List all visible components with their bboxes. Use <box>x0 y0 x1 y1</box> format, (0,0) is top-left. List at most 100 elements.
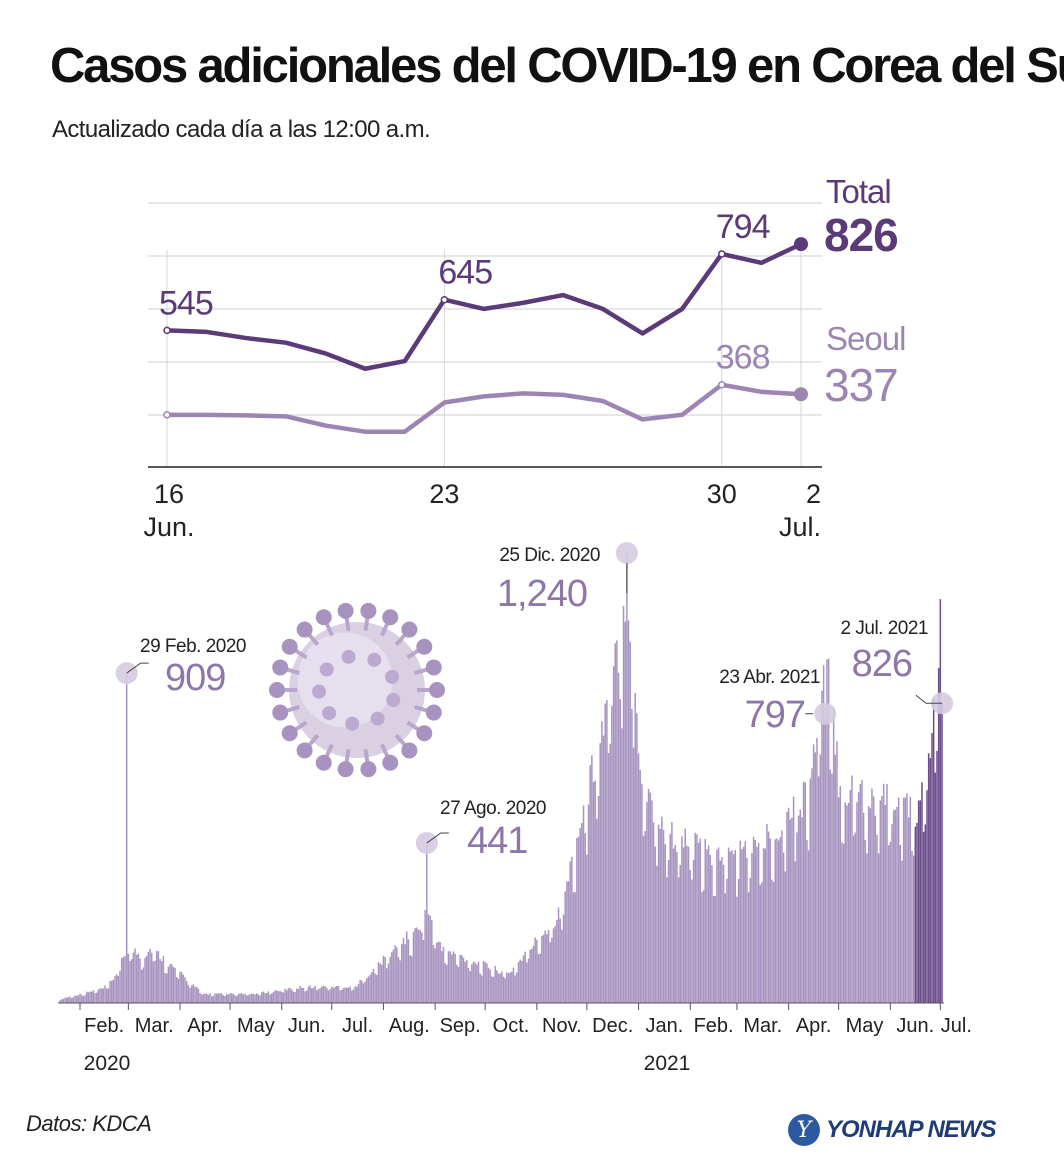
daily-bar <box>577 836 580 1003</box>
daily-bar <box>671 822 673 1003</box>
virus-spike <box>324 743 334 759</box>
point-label: 645 <box>438 254 492 292</box>
daily-bar <box>269 994 271 1003</box>
virus-spike <box>380 743 390 759</box>
daily-bar <box>701 892 703 1003</box>
daily-bar <box>799 809 802 1003</box>
daily-bar <box>224 995 226 1003</box>
daily-bar <box>612 666 615 1003</box>
daily-bar <box>332 987 335 1003</box>
daily-bar <box>926 790 928 1003</box>
annotation-value: 797 <box>745 694 805 736</box>
daily-bar <box>521 960 523 1003</box>
daily-bar <box>194 986 196 1003</box>
virus-spike <box>324 621 334 637</box>
virus-spot <box>345 716 360 731</box>
daily-bar <box>89 991 91 1003</box>
daily-bar <box>697 842 700 1003</box>
peak-marker <box>814 702 837 725</box>
daily-bar <box>122 957 125 1003</box>
point-marker <box>440 295 449 304</box>
point-label: 368 <box>716 339 770 377</box>
daily-bar <box>559 918 561 1003</box>
daily-bar <box>396 947 398 1003</box>
daily-bar <box>864 839 867 1003</box>
daily-bar <box>606 700 608 1003</box>
daily-bar <box>351 990 353 1003</box>
daily-bar <box>841 842 843 1003</box>
daily-bar <box>312 988 315 1003</box>
daily-bar <box>667 860 670 1003</box>
daily-bar <box>761 882 763 1003</box>
daily-bar <box>792 796 795 1003</box>
virus-spike-tip <box>337 602 354 619</box>
daily-bar <box>699 838 701 1003</box>
x-tick-label: Jul. <box>779 512 821 542</box>
point-marker <box>163 411 171 419</box>
daily-bar <box>514 975 516 1003</box>
daily-bar <box>689 870 691 1003</box>
daily-bar <box>277 991 280 1003</box>
daily-bar <box>439 941 441 1003</box>
daily-bar <box>537 954 540 1003</box>
daily-bar <box>696 834 698 1003</box>
daily-bar <box>837 797 840 1003</box>
daily-bar <box>442 946 445 1003</box>
daily-bar <box>702 890 705 1003</box>
daily-bar <box>402 937 405 1003</box>
daily-bar <box>896 806 898 1003</box>
month-label: Jul. <box>941 1015 972 1037</box>
daily-bar <box>886 784 888 1003</box>
daily-bar <box>751 853 753 1003</box>
daily-bar <box>160 961 163 1003</box>
virus-spike <box>394 734 407 748</box>
daily-bar <box>165 973 168 1003</box>
daily-bar <box>185 980 188 1003</box>
daily-bar <box>169 963 171 1003</box>
daily-bar <box>597 795 600 1003</box>
daily-bar <box>235 996 238 1003</box>
daily-bar <box>436 942 438 1003</box>
daily-bar <box>806 839 808 1003</box>
daily-bar <box>389 956 391 1003</box>
daily-bar <box>844 802 847 1003</box>
daily-bar <box>447 951 450 1003</box>
daily-bar <box>282 992 285 1003</box>
daily-bar <box>637 753 640 1003</box>
daily-bar <box>599 743 601 1003</box>
daily-bar <box>379 963 381 1003</box>
daily-bar <box>562 914 565 1003</box>
daily-bar <box>759 884 762 1003</box>
daily-bar <box>802 781 805 1003</box>
daily-bar <box>454 953 456 1003</box>
daily-bar <box>255 993 258 1003</box>
daily-bar <box>839 785 842 1003</box>
daily-bar <box>421 932 423 1003</box>
daily-bar <box>826 659 828 1003</box>
daily-bar <box>427 914 430 1003</box>
daily-bar <box>527 958 530 1003</box>
daily-bar <box>604 703 606 1003</box>
virus-spike-tip <box>416 725 433 742</box>
daily-bar <box>174 967 176 1003</box>
daily-bar <box>754 840 757 1003</box>
daily-bar <box>79 993 81 1003</box>
daily-bar <box>446 964 448 1003</box>
daily-bar <box>182 974 185 1003</box>
month-label: Apr. <box>187 1015 223 1037</box>
daily-bar <box>532 945 535 1003</box>
daily-bar <box>627 620 630 1003</box>
daily-bar <box>337 985 340 1003</box>
daily-bar <box>797 815 800 1003</box>
daily-bar <box>466 960 468 1003</box>
daily-bar <box>249 993 251 1003</box>
daily-bar <box>539 953 541 1003</box>
daily-bar <box>817 776 820 1003</box>
daily-bar <box>904 797 907 1003</box>
daily-bar <box>104 985 106 1003</box>
daily-bar <box>932 698 935 1003</box>
daily-bar <box>884 804 887 1003</box>
brand-logo: Y YONHAP NEWS <box>788 1114 996 1146</box>
virus-spot <box>385 669 400 684</box>
daily-bar <box>359 979 361 1003</box>
